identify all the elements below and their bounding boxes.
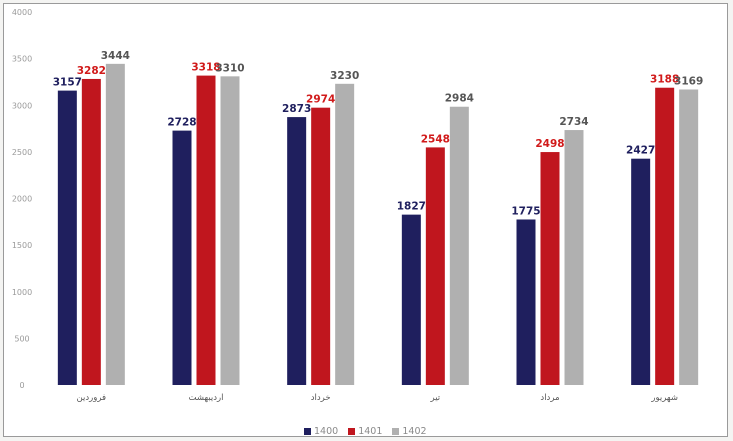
bar-chart: 0 500 1000 1500 2000 2500 3000 3500 4000 31573282… — [12, 8, 703, 403]
data-label-1401: 3282 — [77, 65, 106, 77]
data-label-1400: 1827 — [397, 201, 426, 213]
bar-1400 — [401, 214, 421, 385]
bar-1400 — [287, 117, 307, 386]
data-label-1400: 2728 — [167, 117, 196, 129]
legend-swatch-1401 — [348, 427, 356, 435]
x-tick-label: فروردین — [77, 393, 107, 403]
y-tick-label: 2000 — [12, 195, 32, 204]
legend: 1400 1401 1402 — [304, 424, 427, 438]
bar-1402 — [220, 76, 240, 385]
y-tick-label: 500 — [14, 334, 29, 343]
data-label-1400: 2873 — [282, 103, 311, 115]
legend-item-1402: 1402 — [392, 425, 427, 437]
data-label-1401: 2498 — [535, 138, 564, 150]
bar-1401 — [196, 75, 216, 385]
bar-1402 — [105, 63, 125, 386]
bar-1402 — [449, 106, 469, 385]
data-label-1401: 3188 — [650, 74, 679, 86]
data-label-1402: 3310 — [215, 62, 244, 74]
bar-1401 — [311, 107, 331, 385]
data-label-1402: 2734 — [559, 116, 588, 128]
data-label-1400: 2427 — [626, 145, 655, 157]
y-tick-label: 3500 — [12, 55, 32, 64]
chart-frame: 0 500 1000 1500 2000 2500 3000 3500 4000 3157 3282… — [3, 3, 728, 437]
data-label-1402: 3444 — [101, 50, 130, 62]
legend-swatch-1400 — [304, 427, 311, 435]
legend-swatch-1402 — [392, 427, 400, 435]
y-tick-label: 3000 — [12, 101, 32, 110]
data-label-1402: 2984 — [445, 93, 474, 105]
data-label-1401: 3318 — [191, 62, 220, 74]
data-label-1401: 2974 — [306, 94, 335, 106]
bar-1401 — [655, 87, 675, 386]
legend-label-1400: 1400 — [314, 425, 339, 437]
legend-item-1400: 1400 — [304, 426, 338, 437]
bar-1402 — [679, 89, 699, 385]
x-tick-label: تیر — [430, 393, 441, 403]
y-tick-label: 1000 — [12, 288, 32, 297]
y-tick-label: 4000 — [12, 8, 32, 17]
bar-1401 — [81, 78, 101, 386]
bar-1400 — [57, 90, 77, 386]
bar-1400 — [516, 219, 536, 385]
bar-1400 — [631, 158, 651, 385]
bar-1400 — [172, 130, 192, 385]
x-tick-label: شهریور — [650, 393, 678, 403]
x-tick-label: اردیبهشت — [188, 393, 223, 403]
bar-1402 — [564, 130, 584, 385]
data-label-1400: 1775 — [511, 205, 540, 217]
data-label-1400: 3157 — [53, 77, 82, 89]
data-label-1402: 3230 — [330, 70, 359, 82]
bar-1401 — [425, 147, 445, 385]
y-tick-label: 1500 — [12, 241, 32, 250]
data-label-1401: 2548 — [421, 133, 450, 145]
y-tick-label: 0 — [19, 381, 24, 390]
legend-item-1401: 1401 — [348, 426, 382, 437]
legend-label-1401: 1401 — [358, 425, 383, 437]
y-tick-label: 2500 — [12, 148, 32, 157]
legend-label-1402: 1402 — [402, 425, 427, 437]
data-label-1402: 3169 — [674, 75, 703, 87]
bar-1402 — [335, 83, 355, 386]
bar-1401 — [540, 152, 560, 385]
x-tick-label: مرداد — [540, 393, 559, 403]
x-tick-label: خرداد — [311, 393, 331, 403]
